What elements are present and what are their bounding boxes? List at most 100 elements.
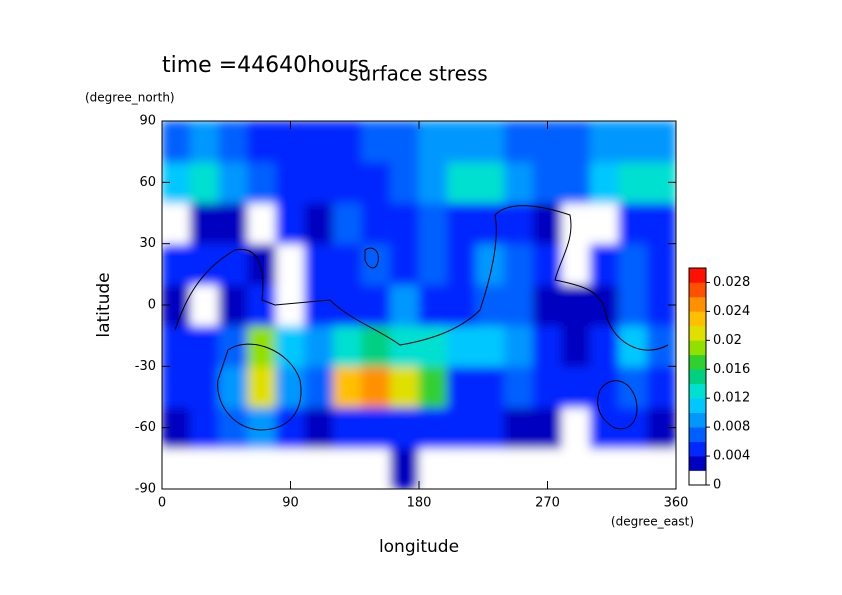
cell bbox=[389, 365, 420, 408]
cell bbox=[304, 121, 334, 163]
cell bbox=[589, 284, 620, 326]
cell bbox=[190, 324, 220, 367]
cell bbox=[304, 284, 334, 326]
cell bbox=[561, 161, 591, 204]
cell bbox=[332, 121, 363, 163]
cell bbox=[190, 365, 220, 408]
colorbar-band bbox=[689, 398, 706, 413]
cell bbox=[504, 161, 534, 204]
cell bbox=[589, 447, 620, 489]
x-tick-label: 270 bbox=[535, 496, 560, 511]
cell bbox=[218, 243, 249, 286]
cell bbox=[561, 284, 591, 326]
cell bbox=[618, 202, 648, 245]
cell bbox=[275, 324, 306, 367]
x-unit: (degree_east) bbox=[611, 515, 694, 529]
cell bbox=[304, 243, 334, 286]
cell bbox=[418, 447, 449, 489]
cell bbox=[361, 161, 391, 204]
cell bbox=[247, 161, 277, 204]
cell bbox=[475, 161, 506, 204]
cell bbox=[561, 447, 591, 489]
colorbar-band bbox=[689, 412, 706, 428]
cell bbox=[218, 447, 249, 489]
cell bbox=[532, 161, 563, 204]
cell bbox=[190, 161, 220, 204]
cell bbox=[504, 202, 534, 245]
y-axis-label: latitude bbox=[94, 272, 114, 337]
cell bbox=[162, 121, 192, 163]
cell bbox=[361, 406, 391, 449]
cell bbox=[275, 161, 306, 204]
colorbar-band bbox=[689, 470, 706, 486]
cell bbox=[332, 202, 363, 245]
cell bbox=[218, 324, 249, 367]
cell bbox=[418, 202, 449, 245]
cells bbox=[162, 121, 676, 489]
cell bbox=[618, 243, 648, 286]
cell bbox=[561, 406, 591, 449]
colorbar-band bbox=[689, 296, 706, 312]
cell bbox=[447, 243, 477, 286]
y-tick-label: -90 bbox=[135, 482, 156, 497]
cell bbox=[389, 121, 420, 163]
cell bbox=[218, 121, 249, 163]
cell bbox=[646, 447, 676, 489]
cell bbox=[218, 284, 249, 326]
cell bbox=[532, 324, 563, 367]
cell bbox=[162, 365, 192, 408]
cell bbox=[646, 243, 676, 286]
colorbar-tick-label: 0.004 bbox=[713, 449, 750, 464]
cell bbox=[418, 284, 449, 326]
cell bbox=[504, 406, 534, 449]
y-tick-label: -60 bbox=[135, 420, 156, 435]
colorbar-tick-label: 0.016 bbox=[713, 362, 750, 377]
cell bbox=[447, 324, 477, 367]
time-annotation: time =44640hours bbox=[162, 53, 369, 78]
cell bbox=[504, 243, 534, 286]
colorbar-band bbox=[689, 456, 706, 471]
cell bbox=[561, 365, 591, 408]
cell bbox=[218, 406, 249, 449]
cell bbox=[475, 202, 506, 245]
cell bbox=[361, 284, 391, 326]
cell bbox=[618, 365, 648, 408]
colorbar-band bbox=[689, 441, 706, 457]
cell bbox=[247, 284, 277, 326]
cell bbox=[589, 121, 620, 163]
cell bbox=[389, 243, 420, 286]
colorbar-band bbox=[689, 311, 706, 327]
cell bbox=[304, 161, 334, 204]
field bbox=[162, 121, 676, 489]
cell bbox=[475, 324, 506, 367]
cell bbox=[332, 365, 363, 408]
cell bbox=[561, 202, 591, 245]
cell bbox=[532, 406, 563, 449]
colorbar-tick-label: 0.02 bbox=[713, 333, 742, 348]
colorbar-frame bbox=[688, 267, 707, 486]
cell bbox=[162, 202, 192, 245]
cell bbox=[247, 406, 277, 449]
cell bbox=[332, 243, 363, 286]
cell bbox=[475, 406, 506, 449]
colorbar-band bbox=[689, 427, 706, 442]
cell bbox=[475, 447, 506, 489]
cell bbox=[475, 243, 506, 286]
x-tick-label: 180 bbox=[407, 496, 432, 511]
cell bbox=[162, 243, 192, 286]
x-tick-label: 360 bbox=[664, 496, 689, 511]
cell bbox=[646, 365, 676, 408]
cell bbox=[646, 324, 676, 367]
cell bbox=[475, 365, 506, 408]
y-tick-label: 30 bbox=[139, 236, 156, 251]
x-axis-label: longitude bbox=[379, 537, 459, 557]
cell bbox=[332, 447, 363, 489]
x-tick-label: 0 bbox=[158, 496, 166, 511]
colorbar-band bbox=[689, 282, 706, 298]
cell bbox=[304, 447, 334, 489]
y-tick-label: 90 bbox=[139, 114, 156, 129]
cell bbox=[532, 243, 563, 286]
colorbar-tick-label: 0.012 bbox=[713, 391, 750, 406]
cell bbox=[389, 202, 420, 245]
